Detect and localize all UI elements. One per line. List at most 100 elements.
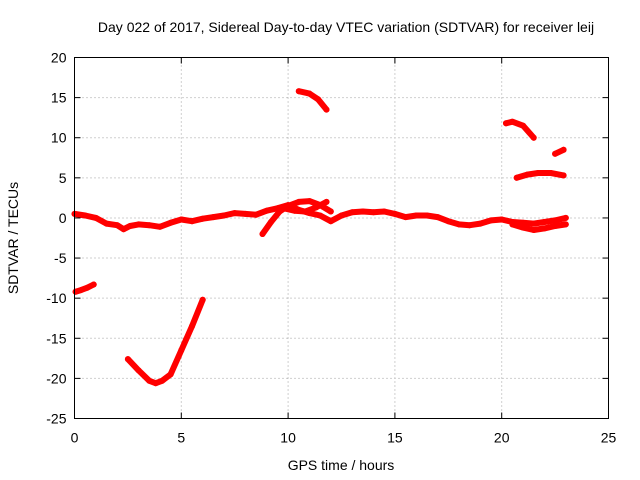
y-axis-label: SDTVAR / TECUs — [5, 182, 21, 294]
data-point — [381, 208, 388, 215]
data-point — [560, 146, 567, 153]
data-point — [498, 216, 505, 223]
x-tick-label: 10 — [280, 430, 296, 446]
data-point — [477, 220, 484, 227]
data-point — [466, 222, 473, 229]
data-point — [72, 288, 79, 295]
data-point — [295, 88, 302, 95]
data-point — [156, 223, 163, 230]
data-point — [547, 170, 554, 176]
x-tick-label: 20 — [494, 430, 510, 446]
data-point — [242, 210, 249, 217]
data-point — [524, 171, 531, 178]
data-series — [71, 88, 569, 387]
y-tick-label: 10 — [51, 130, 67, 146]
plot-frame — [74, 57, 609, 419]
data-point — [146, 377, 153, 384]
data-point — [509, 221, 516, 228]
data-point — [210, 214, 217, 221]
data-point — [552, 223, 559, 229]
data-point — [295, 198, 302, 205]
data-point — [562, 214, 569, 221]
data-point — [146, 222, 153, 229]
data-point — [520, 224, 527, 231]
y-tick-label: 0 — [59, 210, 67, 226]
data-point — [82, 212, 89, 219]
data-point — [413, 212, 420, 219]
data-point — [135, 367, 142, 374]
data-point — [520, 122, 527, 129]
data-point — [560, 172, 567, 179]
axis-ticks: 0 5 10 15 20 25 -25 -20 -15 -10 -5 0 5 10 15 20 — [46, 50, 616, 446]
data-point — [302, 208, 309, 215]
data-point — [552, 217, 559, 224]
data-point — [488, 217, 494, 224]
data-point — [231, 210, 238, 217]
data-point — [90, 281, 97, 288]
data-point — [513, 174, 520, 181]
data-point — [167, 371, 174, 378]
data-point — [178, 216, 185, 223]
data-point — [359, 208, 366, 215]
data-point — [124, 356, 131, 363]
data-point — [263, 207, 270, 214]
data-point — [317, 212, 324, 219]
data-point — [127, 223, 133, 229]
x-tick-label: 0 — [71, 430, 79, 446]
data-point — [178, 347, 185, 354]
data-point — [280, 205, 287, 212]
data-point — [306, 198, 313, 205]
data-point — [92, 214, 99, 221]
y-tick-label: 15 — [51, 90, 67, 106]
y-tick-label: 20 — [51, 50, 67, 66]
data-point — [276, 208, 283, 215]
data-point — [291, 207, 298, 214]
data-point — [120, 226, 127, 233]
data-point — [323, 106, 330, 113]
data-point — [221, 212, 227, 219]
y-tick-label: -10 — [46, 290, 66, 306]
chart-title: Day 022 of 2017, Sidereal Day-to-day VTE… — [98, 19, 594, 35]
data-point — [530, 220, 537, 227]
data-point — [370, 209, 377, 216]
data-point — [562, 221, 569, 228]
y-tick-label: 5 — [59, 170, 67, 186]
x-axis-label: GPS time / hours — [288, 457, 395, 473]
data-point — [509, 118, 516, 125]
data-point — [327, 218, 334, 225]
data-point — [323, 198, 330, 205]
data-point — [338, 212, 345, 219]
data-point — [189, 218, 195, 225]
data-point — [199, 296, 206, 303]
data-point — [535, 170, 541, 176]
data-point — [541, 219, 548, 225]
data-point — [103, 220, 110, 227]
data-point — [84, 284, 91, 291]
data-point — [114, 222, 121, 229]
data-point — [423, 212, 430, 219]
data-point — [327, 208, 334, 215]
data-point — [306, 90, 313, 97]
data-point — [315, 96, 321, 103]
y-tick-label: -25 — [46, 411, 66, 427]
data-point — [541, 225, 548, 232]
x-tick-label: 5 — [177, 430, 185, 446]
data-point — [456, 221, 462, 228]
data-point — [268, 219, 274, 225]
data-point — [391, 210, 398, 217]
data-point — [259, 231, 266, 237]
data-point — [189, 323, 195, 330]
data-point — [552, 150, 559, 157]
data-point — [402, 214, 409, 221]
data-point — [167, 219, 174, 226]
data-point — [253, 211, 260, 218]
data-point — [503, 120, 509, 127]
series-arc-main-h — [503, 118, 537, 141]
x-tick-label: 25 — [601, 430, 617, 446]
data-point — [152, 380, 159, 387]
series-arc-main-g — [295, 88, 330, 113]
data-point — [77, 287, 84, 294]
data-point — [349, 209, 356, 216]
